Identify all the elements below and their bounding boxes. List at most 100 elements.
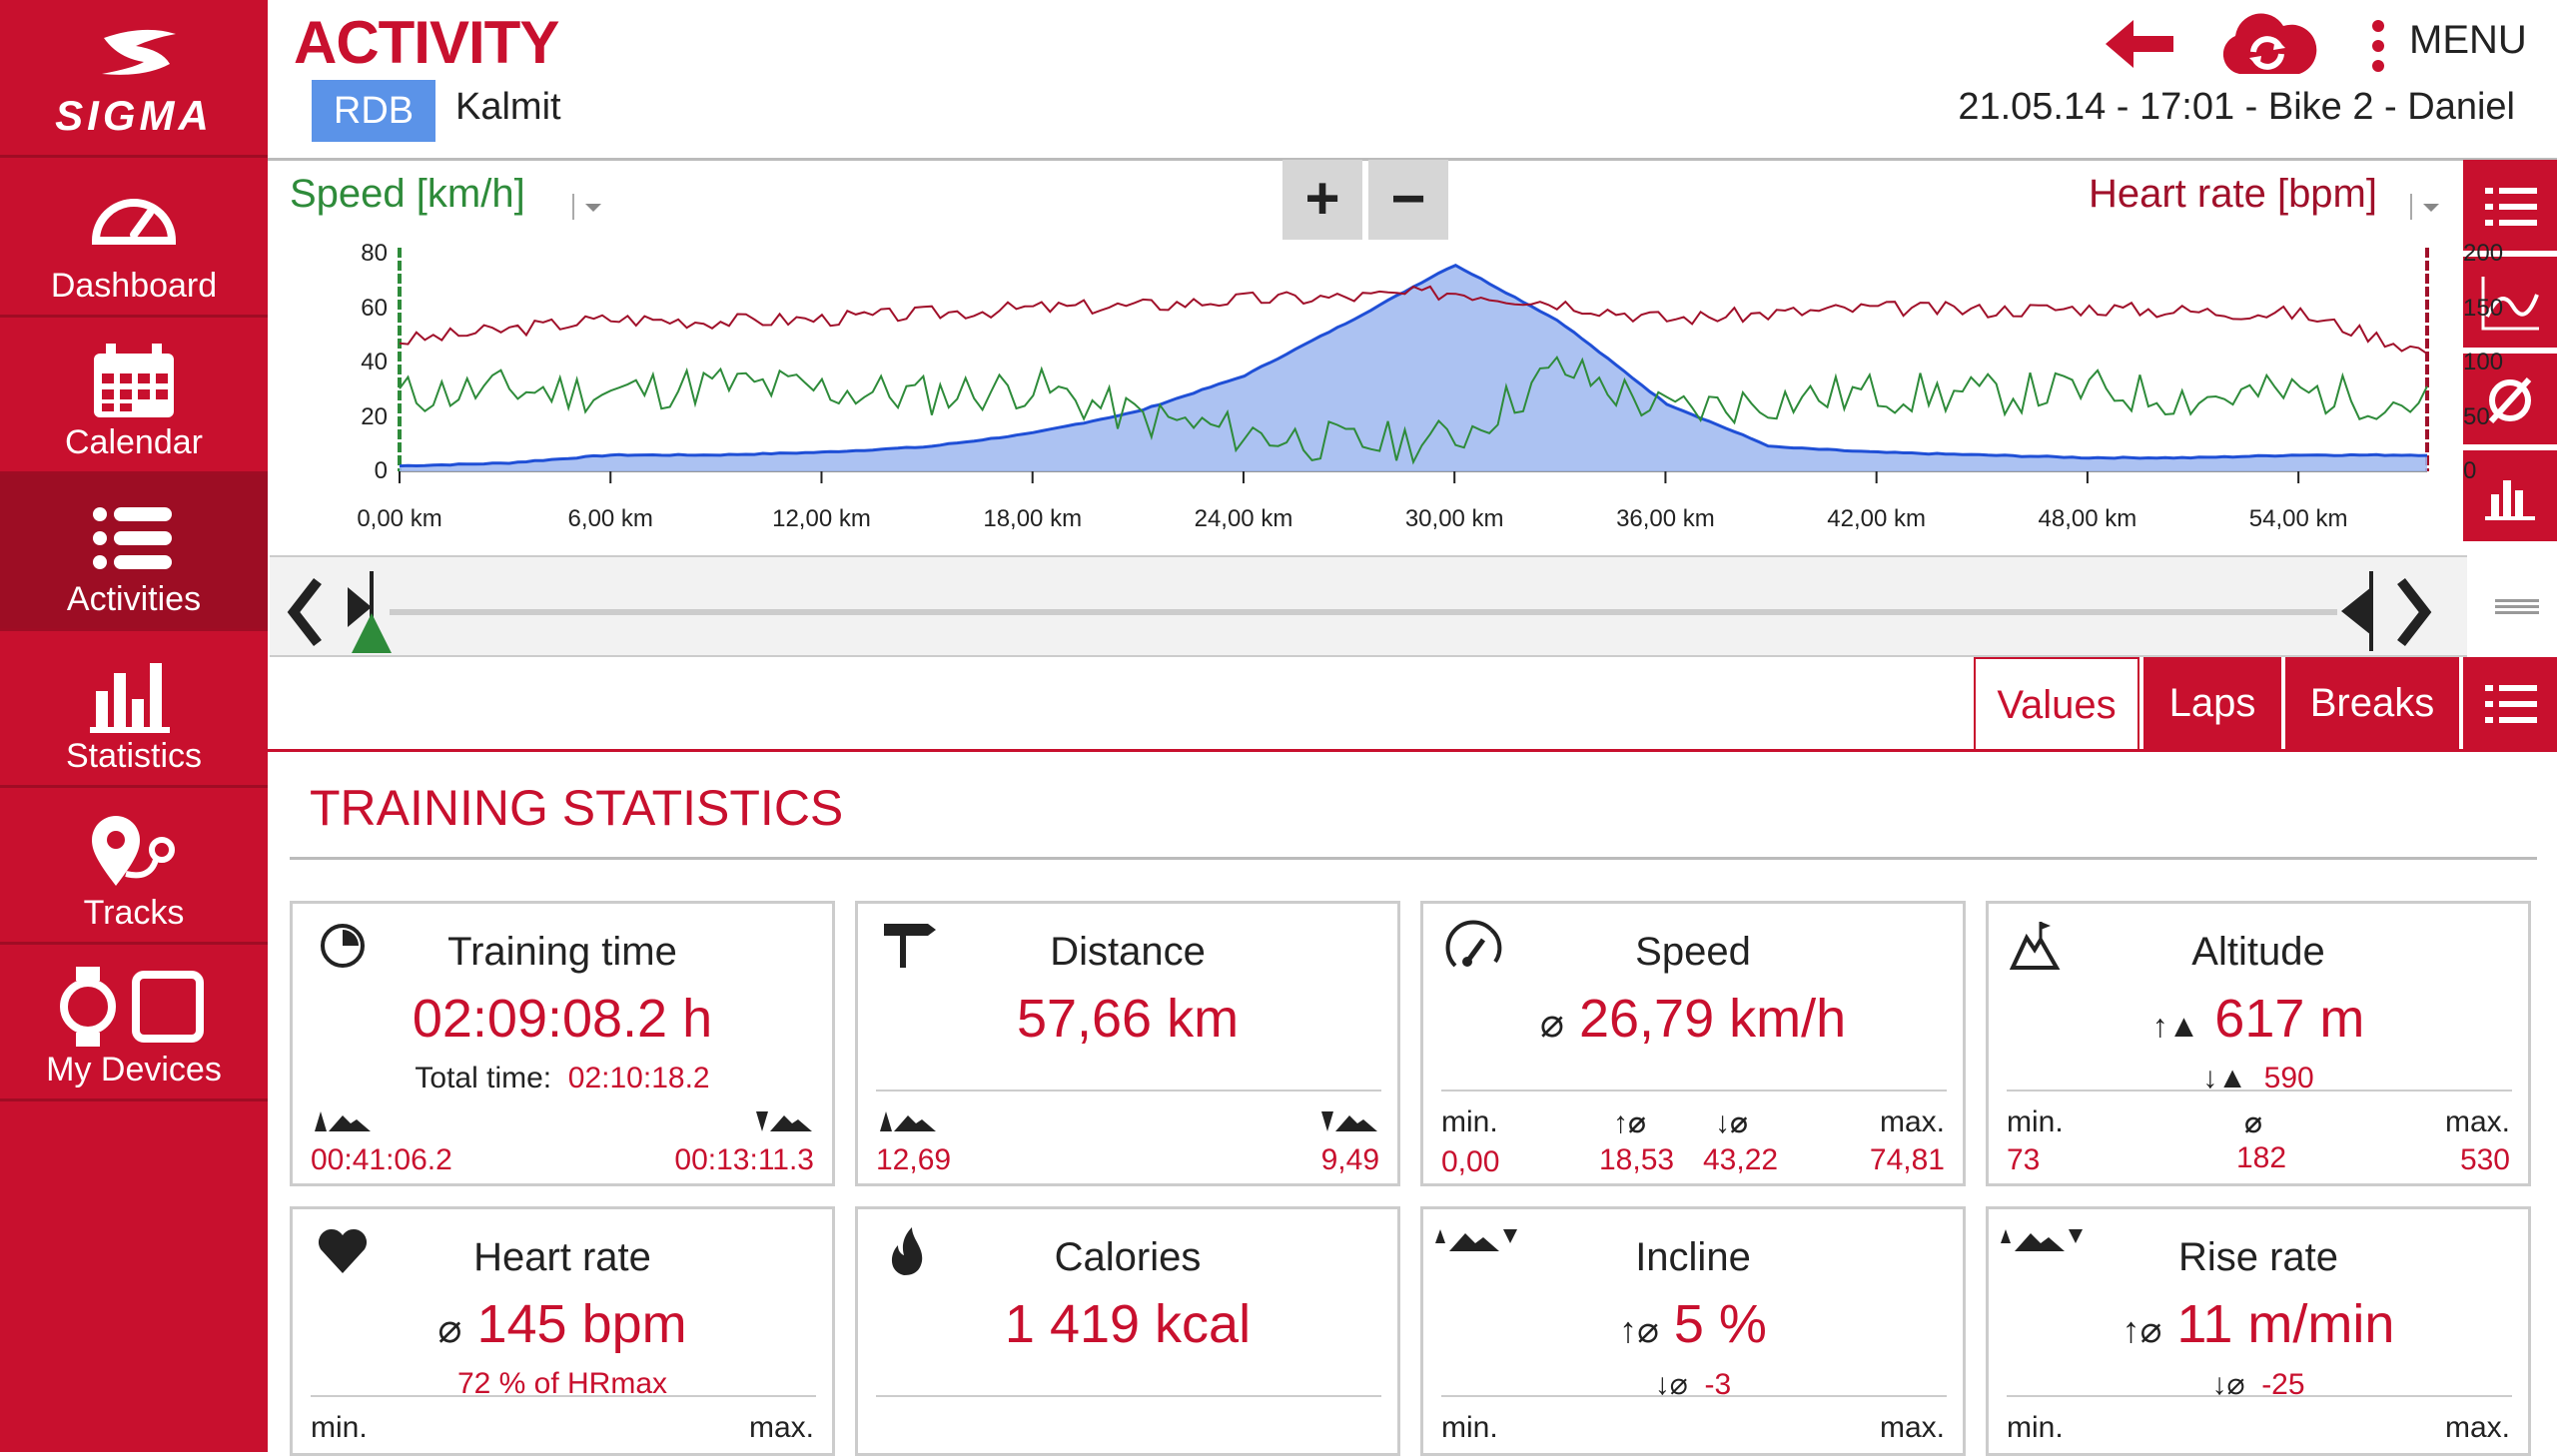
activity-tag[interactable]: RDB [312,80,435,142]
card-calories[interactable]: Calories 1 419 kcal [855,1206,1400,1456]
avg-speed: 26,79 km/h [1579,989,1846,1049]
zoom-out-button[interactable]: − [1368,160,1448,240]
max-label: max. [2445,1105,2510,1139]
sidebar-item-my-devices[interactable]: My Devices [0,945,268,1101]
tab-values[interactable]: Values [1974,657,2139,751]
max-altitude: 530 [2460,1143,2510,1177]
cloud-sync-icon[interactable] [2217,8,2317,80]
avg-heart-rate: 145 bpm [476,1294,686,1354]
range-left-arrow-icon[interactable] [284,577,324,647]
downhill-distance: 9,49 [1321,1143,1379,1177]
range-end-handle[interactable] [2331,571,2387,651]
card-title: Incline [1423,1235,1963,1280]
menu-dots-icon[interactable] [2365,18,2391,74]
back-arrow-icon[interactable] [2102,14,2177,74]
card-divider [2007,1090,2512,1092]
x-tick-label: 24,00 km [1164,505,1323,533]
right-tick-label: 100 [2463,349,2503,376]
menu-button[interactable]: MENU [2409,18,2527,63]
left-tick-label: 60 [340,295,388,323]
card-training-time[interactable]: Training time 02:09:08.2 h Total time: 0… [290,901,835,1186]
x-tick-label: 36,00 km [1585,505,1745,533]
total-time-value: 02:10:18.2 [568,1062,710,1094]
sidebar-item-activities[interactable]: Activities [0,474,268,631]
max-label: max. [1880,1105,1945,1139]
calendar-icon [0,340,268,419]
uphill-average-icon: ↑⌀ [2123,1309,2162,1350]
min-label: min. [1441,1105,1498,1139]
sidebar-item-statistics[interactable]: Statistics [0,631,268,788]
card-speed[interactable]: Speed ⌀ 26,79 km/h min. ↑⌀ ↓⌀ max. 0,00 … [1420,901,1966,1186]
range-right-arrow-icon[interactable] [2395,577,2435,647]
downhill-time: 00:13:11.3 [674,1143,814,1177]
card-divider [876,1395,1381,1397]
x-tick-label: 42,00 km [1797,505,1957,533]
chart-bar-view-button[interactable] [2463,450,2557,544]
tab-list-button[interactable] [2463,657,2557,751]
x-tick-label: 0,00 km [320,505,479,533]
sidebar-item-dashboard[interactable]: Dashboard [0,161,268,318]
drag-handle-icon[interactable] [2493,595,2541,619]
sidebar: SIGMA Dashboard Calendar Activities [0,0,268,1452]
left-tick-label: 20 [340,403,388,431]
range-slider[interactable] [270,555,2467,657]
x-tick-label: 6,00 km [530,505,690,533]
max-label: max. [2445,1411,2510,1445]
section-title: TRAINING STATISTICS [310,779,843,837]
incline-up: 5 % [1674,1294,1767,1354]
sigma-swoosh-icon [84,24,184,84]
uphill-average-icon: ↑⌀ [1613,1105,1646,1140]
tab-breaks[interactable]: Breaks [2285,657,2459,751]
brand-name: SIGMA [0,92,268,140]
downhill-icon [752,1107,816,1133]
sidebar-item-calendar[interactable]: Calendar [0,318,268,474]
right-tick-label: 200 [2463,240,2503,268]
heart-rate-value: ⌀ 145 bpm [293,1293,832,1355]
section-divider [290,857,2537,860]
card-title: Heart rate [293,1235,832,1280]
right-tick-label: 0 [2463,457,2476,485]
min-altitude: 73 [2007,1143,2040,1177]
x-tick-label: 30,00 km [1374,505,1534,533]
bar-chart-icon [0,653,268,733]
min-label: min. [2007,1105,2064,1139]
rise-rate-up: 11 m/min [2176,1294,2394,1354]
list-icon [0,496,268,576]
right-axis-dropdown-icon[interactable] [2409,194,2445,220]
altitude-value: ↑▲ 617 m [1989,988,2528,1050]
x-tick-label: 18,00 km [953,505,1113,533]
right-tick-label: 50 [2463,403,2490,431]
tabs-divider [268,749,2557,752]
uphill-speed: 18,53 [1599,1143,1674,1177]
route-icon [0,810,268,890]
sidebar-item-label: Activities [0,580,268,619]
uphill-icon [311,1107,375,1133]
uphill-icon [876,1107,940,1133]
card-heart-rate[interactable]: Heart rate ⌀ 145 bpm 72 % of HRmax min. … [290,1206,835,1456]
left-axis-title: Speed [km/h] [290,172,525,217]
card-rise-rate[interactable]: Rise rate ↑⌀ 11 m/min ↓⌀ -25 min. max. [1986,1206,2531,1456]
right-tick-label: 150 [2463,295,2503,323]
max-label: max. [1880,1411,1945,1445]
sidebar-item-tracks[interactable]: Tracks [0,788,268,945]
card-distance[interactable]: Distance 57,66 km 12,69 9,49 [855,901,1400,1186]
x-tick-label: 48,00 km [2008,505,2167,533]
incline-value: ↑⌀ 5 % [1423,1293,1963,1355]
card-title: Calories [858,1235,1397,1280]
min-speed: 0,00 [1441,1145,1499,1179]
card-incline[interactable]: Incline ↑⌀ 5 % ↓⌀ -3 min. max. [1420,1206,1966,1456]
uphill-distance: 12,69 [876,1143,951,1177]
tab-laps[interactable]: Laps [2143,657,2281,751]
calories-value: 1 419 kcal [858,1293,1397,1355]
sidebar-item-label: Dashboard [0,267,268,306]
card-altitude[interactable]: Altitude ↑▲ 617 m ↓▲ 590 min. ⌀ max. 73 … [1986,901,2531,1186]
sidebar-item-label: Tracks [0,894,268,933]
training-time-value: 02:09:08.2 h [293,988,832,1050]
sidebar-item-label: Calendar [0,423,268,462]
max-speed: 74,81 [1870,1143,1945,1177]
downhill-speed: 43,22 [1703,1143,1778,1177]
left-axis-dropdown-icon[interactable] [571,194,607,220]
total-time-label: Total time: [415,1062,551,1094]
sigma-logo: SIGMA [0,0,268,158]
zoom-in-button[interactable]: + [1282,160,1362,240]
